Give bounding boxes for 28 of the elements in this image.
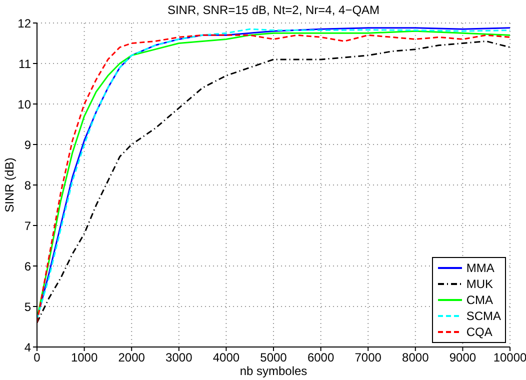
legend-label: CQA <box>466 325 492 339</box>
x-tick-label: 9000 <box>449 350 476 365</box>
x-tick-label: 8000 <box>402 350 430 365</box>
legend-label: MUK <box>466 277 493 291</box>
y-tick-label: 10 <box>18 97 32 112</box>
x-tick-label: 10000 <box>493 350 526 365</box>
y-tick-label: 9 <box>24 138 32 152</box>
x-axis-title: nb symboles <box>240 364 308 378</box>
y-tick-label: 5 <box>24 300 32 314</box>
y-tick-label: 12 <box>18 16 32 30</box>
y-tick-label: 4 <box>24 340 32 354</box>
y-tick-label: 7 <box>24 218 32 233</box>
y-axis-title: SINR (dB) <box>2 158 16 212</box>
x-tick-label: 0 <box>34 350 41 365</box>
x-tick-label: 7000 <box>354 350 382 365</box>
y-tick-label: 8 <box>24 178 32 192</box>
x-tick-label: 6000 <box>307 350 334 365</box>
x-tick-label: 3000 <box>166 350 193 365</box>
chart-title: SINR, SNR=15 dB, Nt=2, Nr=4, 4−QAM <box>166 3 381 17</box>
x-tick-label: 4000 <box>212 350 240 365</box>
x-tick-label: 2000 <box>118 350 146 365</box>
legend-label: CMA <box>466 293 493 307</box>
y-tick-label: 6 <box>24 259 32 274</box>
y-tick-label: 11 <box>18 56 32 71</box>
legend-label: SCMA <box>466 309 501 323</box>
legend-label: MMA <box>466 261 494 275</box>
x-tick-label: 1000 <box>70 350 98 365</box>
x-tick-label: 5000 <box>260 350 288 365</box>
